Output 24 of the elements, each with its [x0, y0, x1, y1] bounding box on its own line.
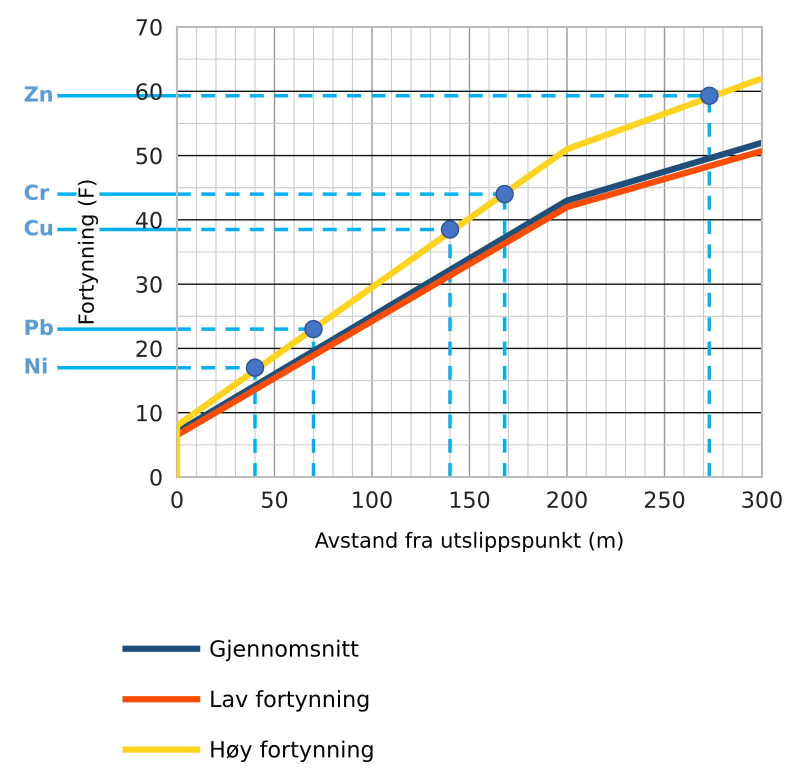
- ref-line-label: Cr: [24, 184, 50, 200]
- y-tick-label: 10: [137, 404, 162, 422]
- legend-label: Høy fortynning: [211, 740, 373, 762]
- y-tick-label: 40: [136, 212, 162, 229]
- x-tick-label: 0: [171, 491, 183, 508]
- legend-label: Lav fortynning: [211, 690, 368, 712]
- x-axis-title: Avstand fra utslippspunkt (m): [314, 532, 623, 552]
- y-tick-label: 30: [136, 276, 162, 293]
- legend-label: Gjennomsnitt: [210, 640, 358, 662]
- ref-line-label: Zn: [24, 86, 52, 102]
- y-tick-label: 50: [136, 148, 162, 164]
- ref-line-label: Cu: [24, 220, 52, 236]
- y-axis-title: Fortynning (F): [78, 180, 98, 324]
- ref-line-label: Ni: [26, 358, 46, 374]
- x-tick-label: 100: [353, 491, 392, 508]
- x-tick-label: 150: [450, 491, 490, 508]
- x-tick-label: 50: [262, 491, 288, 508]
- y-tick-label: 20: [136, 340, 162, 358]
- x-tick-label: 200: [547, 491, 587, 508]
- x-tick-label: 250: [644, 491, 684, 508]
- x-tick-label: 300: [742, 491, 782, 508]
- y-tick-label: 0: [150, 468, 162, 486]
- y-tick-label: 70: [136, 18, 162, 36]
- ref-line-label: Pb: [26, 319, 53, 336]
